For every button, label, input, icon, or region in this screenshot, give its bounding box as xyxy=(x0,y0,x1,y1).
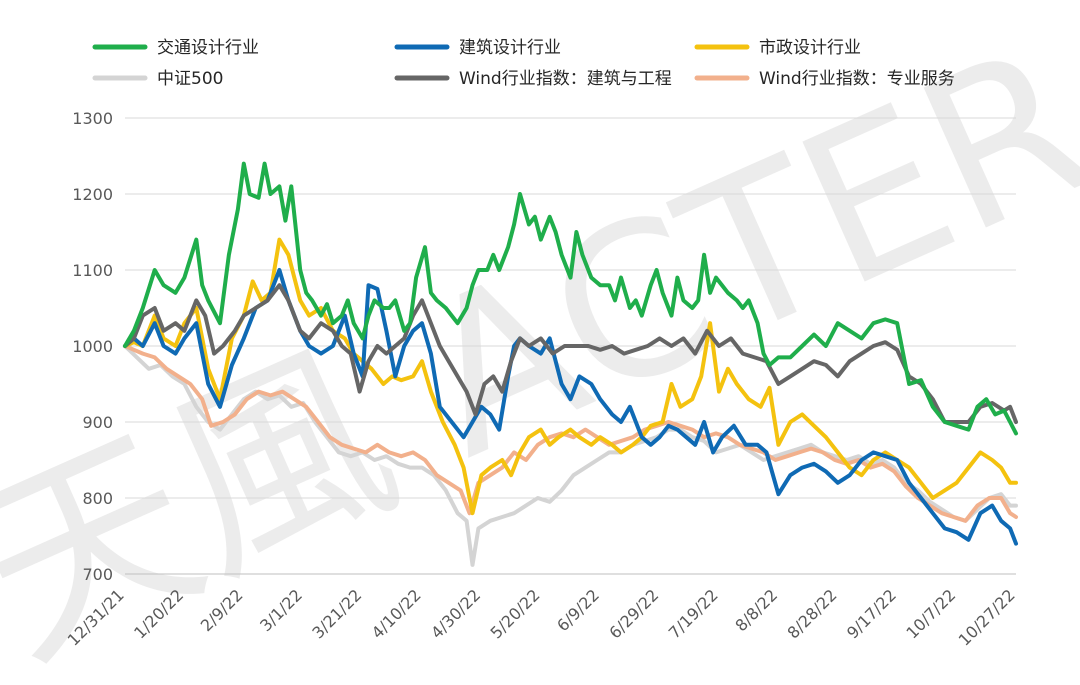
x-tick-label: 10/27/22 xyxy=(955,585,1019,649)
y-tick-label: 900 xyxy=(82,413,113,432)
series-line xyxy=(123,283,1018,424)
y-tick-label: 1100 xyxy=(72,261,113,280)
y-axis: 700 800 900 1000 1100 1200 1300 xyxy=(72,109,113,584)
series-line xyxy=(123,268,1018,546)
legend-label: 建筑设计行业 xyxy=(459,38,561,58)
series-line xyxy=(123,237,1018,516)
series-line xyxy=(123,344,1018,523)
legend-label: Wind行业指数：建筑与工程 xyxy=(459,69,672,89)
legend-label: Wind行业指数：专业服务 xyxy=(759,69,955,89)
x-tick-label: 7/19/22 xyxy=(665,585,722,642)
x-tick-label: 8/28/22 xyxy=(784,585,841,642)
series-layer xyxy=(123,161,1018,567)
x-tick-label: 4/30/22 xyxy=(427,585,484,642)
legend-label: 市政设计行业 xyxy=(759,38,861,58)
grid xyxy=(125,117,1016,575)
y-tick-label: 1000 xyxy=(72,337,113,356)
x-tick-label: 6/9/22 xyxy=(553,585,603,635)
y-tick-label: 1200 xyxy=(72,185,113,204)
x-tick-label: 6/29/22 xyxy=(605,585,662,642)
y-tick-label: 800 xyxy=(82,489,113,508)
x-tick-label: 5/20/22 xyxy=(487,585,544,642)
legend-label: 交通设计行业 xyxy=(157,38,259,58)
x-tick-label: 4/10/22 xyxy=(368,585,425,642)
y-tick-label: 1300 xyxy=(72,109,113,128)
x-tick-label: 10/7/22 xyxy=(902,585,959,642)
y-tick-label: 700 xyxy=(82,565,113,584)
x-tick-label: 3/21/22 xyxy=(308,585,365,642)
x-tick-label: 9/17/22 xyxy=(843,585,900,642)
x-tick-label: 8/8/22 xyxy=(731,585,781,635)
legend-label: 中证500 xyxy=(157,69,223,89)
series-line xyxy=(123,161,1018,436)
